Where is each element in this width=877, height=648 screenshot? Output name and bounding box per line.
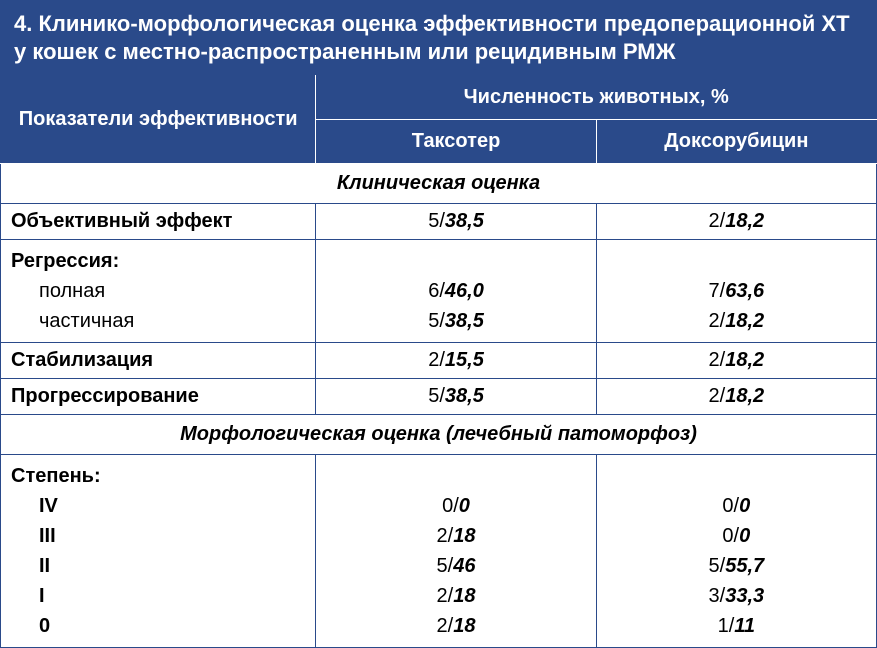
label-degree-0: 0 <box>11 611 305 641</box>
label-degree-iv: IV <box>11 491 305 521</box>
section-morphological: Морфологическая оценка (лечебный патомор… <box>1 415 877 455</box>
cell-objective-c1: 5/38,5 <box>316 204 596 240</box>
row-regression: Регрессия: полная частичная 6/46,0 5/38,… <box>1 240 877 343</box>
label-degree-main: Степень: <box>11 461 305 491</box>
table-title: 4. Клинико-морфологическая оценка эффект… <box>0 0 877 75</box>
cell-objective-c2: 2/18,2 <box>596 204 876 240</box>
label-degree-i: I <box>11 581 305 611</box>
cell-regression-c1: 6/46,0 5/38,5 <box>316 240 596 343</box>
label-progression: Прогрессирование <box>1 379 316 415</box>
header-indicator: Показатели эффективности <box>1 76 316 164</box>
cell-degree-c1: 0/0 2/18 5/46 2/18 2/18 <box>316 455 596 648</box>
label-regression: Регрессия: полная частичная <box>1 240 316 343</box>
cell-progression-c2: 2/18,2 <box>596 379 876 415</box>
label-degree: Степень: IV III II I 0 <box>1 455 316 648</box>
label-objective: Объективный эффект <box>1 204 316 240</box>
label-degree-iii: III <box>11 521 305 551</box>
row-degree: Степень: IV III II I 0 0/0 2/18 5/46 2/1… <box>1 455 877 648</box>
label-degree-ii: II <box>11 551 305 581</box>
header-col-doxorubicin: Доксорубицин <box>596 120 876 164</box>
row-progression: Прогрессирование 5/38,5 2/18,2 <box>1 379 877 415</box>
cell-stabilization-c2: 2/18,2 <box>596 343 876 379</box>
section-clinical: Клиническая оценка <box>1 164 877 204</box>
header-col-taxotere: Таксотер <box>316 120 596 164</box>
section-clinical-label: Клиническая оценка <box>1 164 877 204</box>
section-morphological-label: Морфологическая оценка (лечебный патомор… <box>1 415 877 455</box>
label-regression-full: полная <box>11 276 305 306</box>
label-regression-main: Регрессия: <box>11 246 305 276</box>
row-objective: Объективный эффект 5/38,5 2/18,2 <box>1 204 877 240</box>
header-row-1: Показатели эффективности Численность жив… <box>1 76 877 120</box>
cell-stabilization-c1: 2/15,5 <box>316 343 596 379</box>
efficacy-table: Показатели эффективности Численность жив… <box>0 75 877 648</box>
header-animals: Численность животных, % <box>316 76 877 120</box>
cell-progression-c1: 5/38,5 <box>316 379 596 415</box>
label-stabilization: Стабилизация <box>1 343 316 379</box>
cell-degree-c2: 0/0 0/0 5/55,7 3/33,3 1/11 <box>596 455 876 648</box>
cell-regression-c2: 7/63,6 2/18,2 <box>596 240 876 343</box>
label-regression-partial: частичная <box>11 306 305 336</box>
row-stabilization: Стабилизация 2/15,5 2/18,2 <box>1 343 877 379</box>
